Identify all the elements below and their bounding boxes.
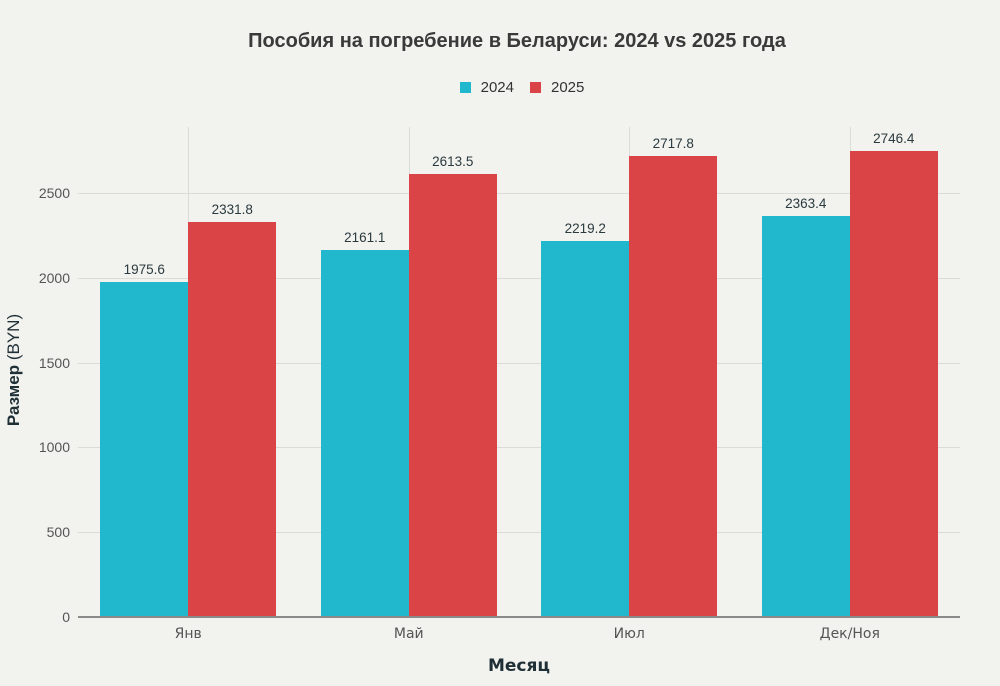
bar-value-label: 2331.8 [211, 201, 253, 217]
bar-value-label: 2219.2 [564, 220, 606, 236]
bar-value-label: 2613.5 [432, 153, 474, 169]
y-tick-1500: 1500 [38, 354, 70, 371]
bar-2025-Июл[interactable] [629, 156, 718, 617]
bar-value-label: 2161.1 [344, 230, 386, 246]
y-axis-title-unit: (BYN) [4, 313, 23, 361]
bar-2025-Дек/Ноя[interactable] [849, 151, 938, 617]
bar-value-label: 1975.6 [123, 261, 165, 277]
x-tick-0: Янв [174, 626, 202, 642]
legend-label-2025: 2025 [551, 79, 585, 96]
bar-2025-Янв[interactable] [188, 221, 277, 617]
y-axis-title-bold: Размер [4, 364, 23, 427]
bar-2024-Дек/Ноя[interactable] [761, 216, 850, 617]
x-axis-line [78, 616, 960, 618]
bar-2024-Июл[interactable] [541, 240, 630, 617]
bar-value-label: 2717.8 [652, 136, 694, 152]
bar-value-label: 2746.4 [873, 131, 915, 147]
bar-2024-Янв[interactable] [100, 281, 189, 617]
legend: 2024 2025 [0, 79, 1000, 96]
legend-label-2024: 2024 [480, 79, 514, 96]
bar-2025-Май[interactable] [408, 173, 497, 617]
gridline-y-1000 [78, 447, 960, 449]
x-tick-1: Май [393, 626, 424, 642]
plot-area: 0 500 1000 1500 2000 2500 1975.6 2331.8 2161.1 26… [39, 127, 960, 625]
y-tick-1000: 1000 [38, 439, 70, 456]
legend-item-2024[interactable]: 2024 [459, 79, 514, 96]
gridline-y-2000 [78, 277, 960, 279]
y-tick-2500: 2500 [38, 185, 70, 201]
y-tick-0: 0 [62, 609, 70, 625]
gridline-y-1500 [78, 362, 960, 364]
x-axis-title: Месяц [487, 656, 551, 676]
legend-item-2025[interactable]: 2025 [530, 79, 584, 96]
gridline-y-500 [78, 532, 960, 534]
y-tick-500: 500 [46, 524, 70, 541]
bar-value-label: 2363.4 [785, 196, 827, 212]
gridline-y-2500 [78, 193, 960, 194]
bar-2024-Май[interactable] [320, 250, 409, 617]
legend-swatch-2025 [530, 82, 541, 93]
chart-title: Пособия на погребение в Беларуси: 2024 v… [248, 30, 786, 52]
x-tick-3: Дек/Ноя [819, 626, 880, 642]
legend-swatch-2024 [459, 82, 471, 93]
x-tick-2: Июл [613, 626, 645, 642]
y-tick-2000: 2000 [38, 269, 70, 286]
